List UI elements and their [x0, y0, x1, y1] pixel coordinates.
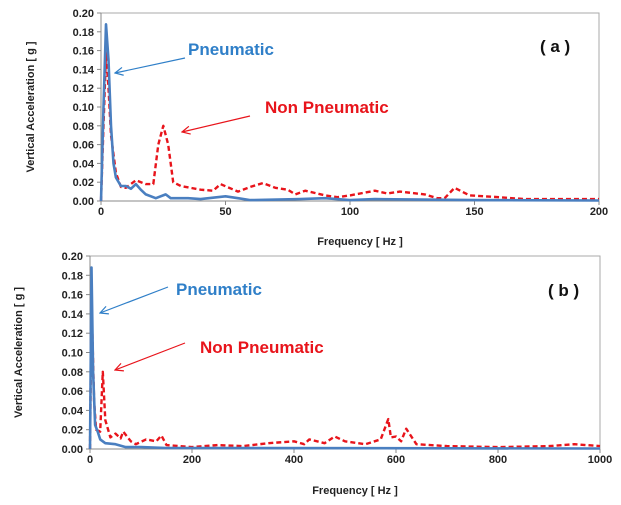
y-tick-label: 0.08 — [62, 367, 83, 379]
x-axis-label: Frequency [ Hz ] — [317, 236, 403, 248]
x-tick-label: 1000 — [588, 454, 612, 466]
chart-a: 0.00 0.02 0.04 0.06 0.08 0.10 0.12 0.14 0.16 0.18… — [25, 8, 608, 248]
y-tick-label: 0.10 — [73, 102, 94, 114]
x-tick-label: 50 — [219, 206, 231, 218]
y-tick-label: 0.06 — [62, 386, 83, 398]
annotation-pneumatic: Pneumatic — [176, 280, 262, 299]
y-tick-label: 0.04 — [73, 158, 95, 170]
y-tick-label: 0.00 — [73, 196, 94, 208]
x-tick-label: 200 — [590, 206, 608, 218]
annotation-non-pneumatic: Non Pneumatic — [265, 98, 389, 117]
x-tick-label: 400 — [285, 454, 303, 466]
x-tick-label: 200 — [183, 454, 201, 466]
annotation-arrow — [182, 115, 251, 132]
y-tick-label: 0.20 — [73, 8, 94, 20]
annotation-non-pneumatic: Non Pneumatic — [200, 338, 324, 357]
x-axis-label: Frequency [ Hz ] — [312, 485, 398, 497]
y-axis-label: Vertical Acceleration [ g ] — [13, 287, 25, 418]
y-tick-label: 0.02 — [73, 177, 94, 189]
y-tick-label: 0.18 — [73, 27, 94, 39]
y-tick-label: 0.04 — [62, 405, 84, 417]
y-tick-label: 0.16 — [73, 46, 94, 58]
y-tick-label: 0.16 — [62, 290, 83, 302]
y-tick-label: 0.18 — [62, 270, 83, 282]
y-axis-label: Vertical Acceleration [ g ] — [25, 41, 37, 172]
x-tick-label: 150 — [465, 206, 483, 218]
x-tick-label: 600 — [387, 454, 405, 466]
x-tick-label: 0 — [87, 454, 93, 466]
y-tick-label: 0.00 — [62, 444, 83, 456]
x-tick-label: 0 — [98, 206, 104, 218]
y-tick-label: 0.06 — [73, 140, 94, 152]
annotation-pneumatic: Pneumatic — [188, 40, 274, 59]
y-tick-label: 0.12 — [73, 83, 94, 95]
series-line-pneumatic — [99, 23, 600, 202]
chart-b: 0.00 0.02 0.04 0.06 0.08 0.10 0.12 0.14 0.16 0.18… — [13, 251, 612, 497]
annotation-arrow — [115, 342, 186, 370]
plot-frame — [89, 255, 601, 450]
annotation-arrow — [115, 57, 186, 73]
panel-label: ( b ) — [548, 281, 579, 300]
series-line-non-pneumatic — [88, 298, 601, 450]
y-tick-label: 0.02 — [62, 425, 83, 437]
series-line-pneumatic — [88, 266, 601, 450]
y-tick-label: 0.14 — [62, 309, 84, 321]
y-tick-label: 0.12 — [62, 328, 83, 340]
panel-label: ( a ) — [540, 37, 570, 56]
y-tick-label: 0.14 — [73, 64, 95, 76]
y-tick-label: 0.08 — [73, 121, 94, 133]
y-tick-label: 0.20 — [62, 251, 83, 263]
x-tick-label: 100 — [341, 206, 359, 218]
annotation-arrow — [100, 286, 169, 313]
series-line-non-pneumatic — [99, 51, 599, 202]
x-tick-label: 800 — [489, 454, 507, 466]
y-tick-label: 0.10 — [62, 348, 83, 360]
